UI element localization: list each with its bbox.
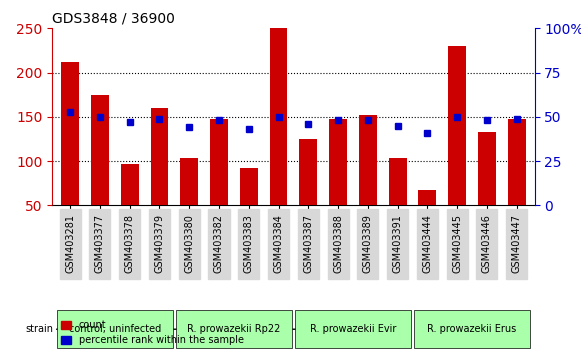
Bar: [329, 120, 347, 205]
Bar: [240, 168, 258, 205]
Bar: [359, 115, 376, 205]
Text: R. prowazekii Evir: R. prowazekii Evir: [310, 324, 396, 334]
Text: control, uninfected: control, uninfected: [69, 324, 161, 334]
Bar: [61, 62, 79, 205]
Bar: [176, 310, 292, 348]
Text: strain: strain: [26, 324, 54, 334]
Bar: [150, 108, 168, 205]
Bar: [210, 120, 228, 205]
Bar: [91, 95, 109, 205]
Text: GDS3848 / 36900: GDS3848 / 36900: [52, 12, 175, 26]
Bar: [418, 190, 436, 205]
Bar: [180, 159, 198, 205]
Bar: [299, 139, 317, 205]
Bar: [121, 164, 139, 205]
Bar: [270, 28, 288, 205]
Bar: [508, 119, 526, 205]
Text: R. prowazekii Erus: R. prowazekii Erus: [428, 324, 517, 334]
Bar: [389, 159, 407, 205]
Bar: [295, 310, 411, 348]
Bar: [448, 46, 466, 205]
Bar: [478, 132, 496, 205]
Text: R. prowazekii Rp22: R. prowazekii Rp22: [187, 324, 281, 334]
Bar: [414, 310, 530, 348]
Legend: count, percentile rank within the sample: count, percentile rank within the sample: [57, 316, 248, 349]
Bar: [57, 310, 173, 348]
